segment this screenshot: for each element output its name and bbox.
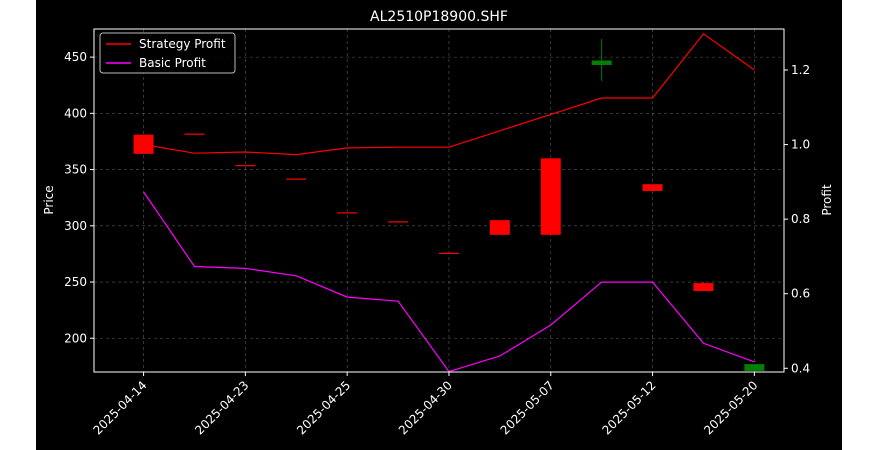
- y-right-tick-label-0: 0.4: [791, 361, 810, 375]
- candle-body-7: [489, 220, 510, 235]
- y-left-tick-label-4: 400: [64, 106, 87, 120]
- x-tick-label-5: 2025-05-12: [599, 378, 658, 437]
- y-right-tick-label-4: 1.2: [791, 63, 810, 77]
- y-left-tick-label-0: 200: [64, 331, 87, 345]
- y-axis-left: 200 250 300 350 400 450: [64, 50, 94, 345]
- series-line-strategy: [143, 32, 755, 156]
- candle-body-8: [540, 158, 561, 235]
- legend-label-strategy: Strategy Profit: [139, 37, 226, 51]
- candle-body-2: [235, 165, 256, 167]
- y-right-tick-label-2: 0.8: [791, 212, 810, 226]
- candle-body-9: [591, 60, 612, 65]
- candle-body-5: [388, 221, 409, 223]
- candle-body-11: [693, 283, 714, 292]
- legend: Strategy Profit Basic Profit: [99, 32, 236, 74]
- y-axis-right-label: Profit: [820, 184, 834, 216]
- candle-body-0: [133, 134, 154, 154]
- y-axis-left-label: Price: [42, 185, 56, 214]
- candle-body-4: [337, 212, 358, 214]
- y-left-tick-label-1: 250: [64, 275, 87, 289]
- y-axis-right: 0.4 0.6 0.8 1.0 1.2: [784, 63, 810, 375]
- candle-body-1: [184, 133, 205, 135]
- x-tick-label-4: 2025-05-07: [498, 378, 557, 437]
- y-right-tick-label-1: 0.6: [791, 287, 810, 301]
- x-tick-label-3: 2025-04-30: [396, 378, 455, 437]
- plot-frame: [93, 28, 785, 373]
- y-left-tick-label-2: 300: [64, 219, 87, 233]
- x-tick-label-2: 2025-04-25: [294, 378, 353, 437]
- candle-body-12: [744, 364, 765, 371]
- grid-lines: [94, 29, 784, 372]
- y-right-tick-label-3: 1.0: [791, 138, 810, 152]
- candle-body-3: [286, 178, 307, 180]
- x-tick-label-1: 2025-04-23: [192, 378, 251, 437]
- candle-body-6: [438, 252, 459, 254]
- chart-figure: AL2510P18900.SHF 200 250 300 350 400 450 0.4 0…: [36, 0, 842, 450]
- y-left-tick-label-3: 350: [64, 163, 87, 177]
- candles-group: [133, 39, 765, 371]
- x-tick-label-0: 2025-04-14: [90, 378, 149, 437]
- candle-body-10: [642, 184, 663, 191]
- y-left-tick-label-5: 450: [64, 50, 87, 64]
- x-tick-label-6: 2025-05-20: [701, 378, 760, 437]
- legend-box: [99, 32, 236, 74]
- x-axis: 2025-04-14 2025-04-23 2025-04-25 2025-04-30…: [90, 372, 760, 437]
- legend-label-basic: Basic Profit: [139, 56, 206, 70]
- chart-title: AL2510P18900.SHF: [370, 9, 508, 25]
